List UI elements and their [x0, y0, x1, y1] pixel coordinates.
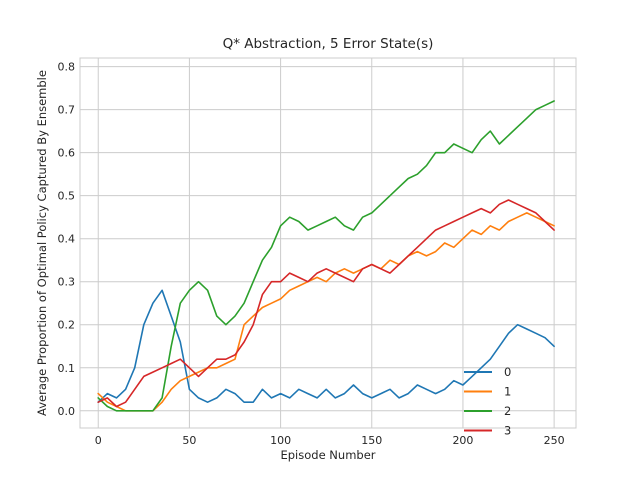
plot-area [80, 58, 576, 428]
y-tick-label: 0.4 [58, 233, 76, 246]
x-tick-label: 50 [182, 434, 196, 447]
series-line-2 [97, 100, 555, 412]
x-tick-label: 100 [270, 434, 291, 447]
y-tick-label: 0.1 [58, 362, 76, 375]
legend-label-1: 1 [504, 385, 511, 399]
chart-title: Q* Abstraction, 5 Error State(s) [223, 36, 434, 52]
y-tick-label: 0.7 [58, 104, 76, 117]
legend-label-0: 0 [504, 365, 511, 379]
x-tick-label: 150 [361, 434, 382, 447]
y-tick-label: 0.6 [58, 147, 76, 160]
y-axis-label: Average Proportion of Optimal Policy Cap… [35, 70, 49, 416]
series-line-3 [97, 199, 555, 408]
plot-frame [79, 57, 577, 429]
y-tick-labels: 0.0 0.1 0.2 0.3 0.4 0.5 0.6 0.7 0.8 [58, 61, 76, 418]
y-tick-label: 0.0 [58, 405, 76, 418]
x-tick-label: 0 [95, 434, 102, 447]
y-tick-label: 0.8 [58, 61, 76, 74]
x-tick-label: 200 [452, 434, 473, 447]
series-line-0 [97, 289, 555, 404]
y-tick-label: 0.2 [58, 319, 76, 332]
legend: 0 1 2 3 [464, 365, 511, 438]
x-tick-labels: 0 50 100 150 200 250 [95, 434, 565, 447]
legend-label-2: 2 [504, 404, 511, 418]
series-layer [97, 100, 555, 412]
y-tick-label: 0.3 [58, 276, 76, 289]
y-tick-label: 0.5 [58, 190, 76, 203]
series-line-1 [97, 212, 555, 412]
x-axis-label: Episode Number [280, 448, 375, 462]
x-tick-label: 250 [544, 434, 565, 447]
legend-label-3: 3 [504, 424, 511, 438]
